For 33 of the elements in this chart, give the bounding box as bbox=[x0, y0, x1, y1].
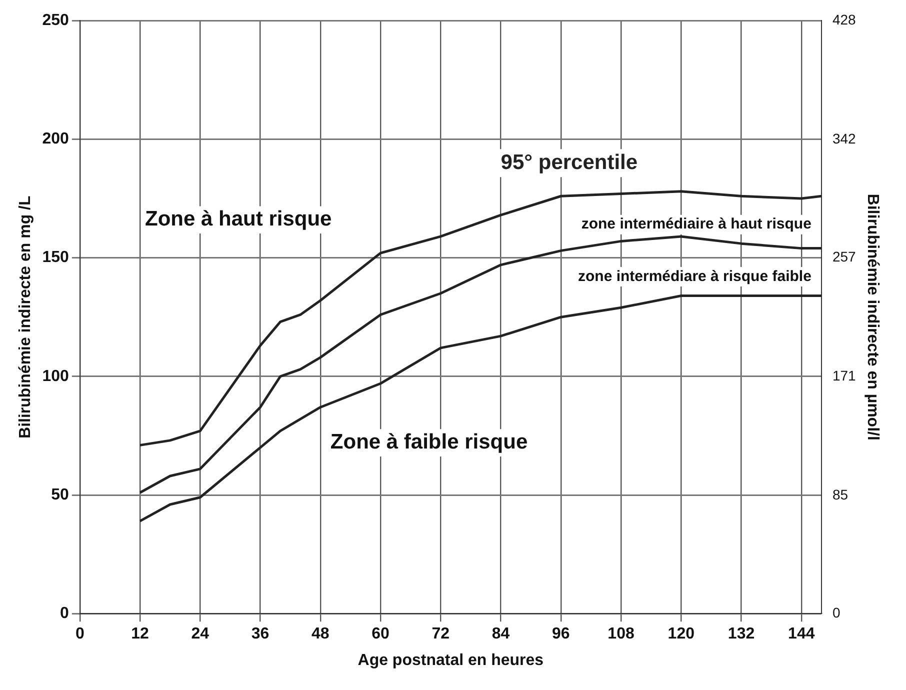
annotation: Zone à faible risque bbox=[330, 430, 528, 454]
x-tick-label: 12 bbox=[131, 626, 150, 643]
x-tick-label: 132 bbox=[728, 626, 755, 643]
y2-axis-title: Bilirubinémie indirecte en µmol/l bbox=[864, 194, 881, 440]
y2-tick-label: 428 bbox=[832, 11, 856, 28]
x-tick-label: 108 bbox=[608, 626, 634, 643]
y-tick-label: 200 bbox=[42, 130, 69, 148]
y2-tick-label: 171 bbox=[832, 368, 856, 384]
x-tick-label: 48 bbox=[312, 626, 330, 643]
y-axis-title: Bilirubinémie indirecte en mg /L bbox=[17, 196, 34, 438]
x-axis-title: Age postnatal en heures bbox=[358, 652, 544, 669]
y-tick-label: 100 bbox=[42, 368, 69, 385]
y-tick-label: 0 bbox=[60, 605, 69, 622]
x-tick-label: 60 bbox=[372, 626, 390, 643]
y-tick-label: 250 bbox=[42, 12, 69, 30]
x-tick-label: 0 bbox=[75, 626, 84, 643]
y2-tick-label: 0 bbox=[832, 604, 840, 620]
y2-tick-label: 85 bbox=[832, 486, 848, 503]
y-tick-label: 50 bbox=[51, 486, 69, 504]
x-tick-label: 120 bbox=[668, 626, 695, 643]
series-label: 95° percentile bbox=[500, 150, 638, 174]
y-tick-label: 150 bbox=[42, 249, 69, 266]
y2-tick-label: 342 bbox=[832, 130, 856, 147]
x-tick-label: 144 bbox=[788, 626, 815, 643]
annotation: zone intermédiare à risque faible bbox=[578, 268, 812, 285]
x-tick-label: 24 bbox=[191, 626, 210, 643]
x-tick-label: 72 bbox=[432, 626, 450, 643]
annotation: zone intermédiaire à haut risque bbox=[581, 216, 812, 233]
x-tick-label: 96 bbox=[552, 626, 570, 643]
x-tick-label: 36 bbox=[251, 626, 270, 643]
x-tick-label: 84 bbox=[492, 626, 510, 643]
y2-tick-label: 257 bbox=[832, 248, 856, 264]
annotation: Zone à haut risque bbox=[145, 208, 332, 231]
